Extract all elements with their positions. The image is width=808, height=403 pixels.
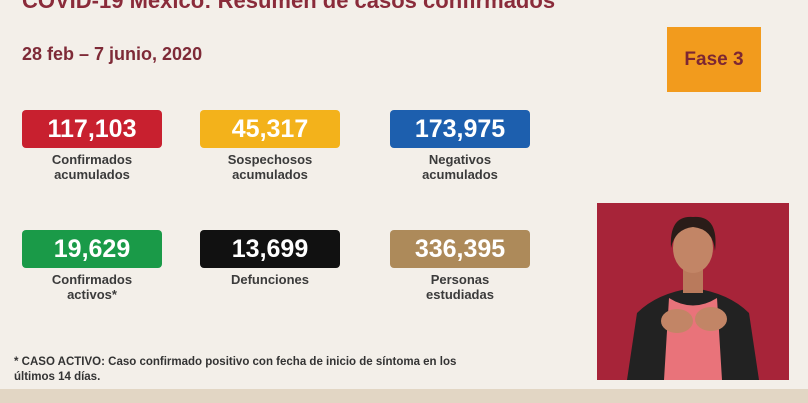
- stat-value: 45,317: [200, 110, 340, 148]
- footnote-line: últimos 14 días.: [14, 371, 101, 383]
- interpreter: [597, 203, 789, 380]
- stat-label-line: Sospechosos: [227, 152, 313, 167]
- stat-value: 13,699: [200, 230, 340, 268]
- stat-label-line: Confirmados: [51, 152, 133, 167]
- stat-label-line: acumulados: [232, 167, 308, 182]
- stat-label-line: Confirmados: [51, 272, 133, 287]
- stat-label-line: activos*: [67, 287, 117, 302]
- stat-label-line: Personas: [430, 272, 490, 287]
- footnote: * CASO ACTIVO: Caso confirmado positivo …: [14, 355, 456, 385]
- stat-label: Confirmados activos*: [22, 272, 162, 302]
- stat-value: 117,103: [22, 110, 162, 148]
- stat-label-line: Negativos: [428, 152, 492, 167]
- stat-card: 173,975 Negativos acumulados: [390, 110, 530, 182]
- stat-label: Negativos acumulados: [390, 152, 530, 182]
- phase-badge: Fase 3: [667, 27, 761, 92]
- bottom-band: [0, 389, 808, 403]
- stat-label-line: acumulados: [422, 167, 498, 182]
- title: COVID-19 México: Resumen de casos confir…: [22, 0, 556, 13]
- stat-card: 13,699 Defunciones: [200, 230, 340, 287]
- stat-label: Sospechosos acumulados: [200, 152, 340, 182]
- stat-card: 45,317 Sospechosos acumulados: [200, 110, 340, 182]
- stat-card: 19,629 Confirmados activos*: [22, 230, 162, 302]
- stat-label-line: acumulados: [54, 167, 130, 182]
- stat-label-line: Defunciones: [230, 272, 309, 287]
- stat-value: 336,395: [390, 230, 530, 268]
- stat-value: 19,629: [22, 230, 162, 268]
- stat-label: Confirmados acumulados: [22, 152, 162, 182]
- stat-label-line: estudiadas: [426, 287, 494, 302]
- date: 28 feb – 7 junio, 2020: [22, 44, 203, 64]
- stat-label: Personas estudiadas: [390, 272, 530, 302]
- stat-label: Defunciones: [200, 272, 340, 287]
- stat-card: 336,395 Personas estudiadas: [390, 230, 530, 302]
- footnote-line: * CASO ACTIVO: Caso confirmado positivo …: [14, 356, 457, 368]
- stat-value: 173,975: [390, 110, 530, 148]
- stat-card: 117,103 Confirmados acumulados: [22, 110, 162, 182]
